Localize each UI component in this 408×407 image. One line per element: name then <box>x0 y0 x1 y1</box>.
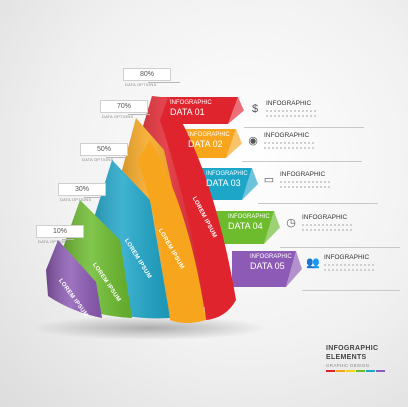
info-text-line-3-1 <box>280 181 330 183</box>
band-fold-1 <box>228 97 244 124</box>
band-heading-4: INFOGRAPHIC <box>228 214 270 220</box>
footer-swatch-1 <box>326 370 335 372</box>
info-text-line-3-2 <box>280 186 330 188</box>
band-heading-5: INFOGRAPHIC <box>250 254 292 260</box>
info-divider-5 <box>302 290 400 291</box>
info-text-line-2-2 <box>264 147 314 149</box>
band-fold-4 <box>264 211 280 244</box>
info-divider-2 <box>242 161 362 162</box>
info-text-line-1-2 <box>266 115 316 117</box>
percent-box-4: 30% <box>58 183 106 196</box>
info-title-4: INFOGRAPHIC <box>302 214 348 221</box>
globe-icon: ◉ <box>248 135 258 147</box>
info-title-2: INFOGRAPHIC <box>264 132 310 139</box>
laptop-icon: ▭ <box>263 174 275 186</box>
cone-ribbon-shade-5 <box>46 240 102 318</box>
cone-front-curl <box>160 98 236 320</box>
percent-options-5: DATA OPTIONS <box>38 239 70 244</box>
percent-box-5: 10% <box>36 225 84 238</box>
percent-options-1: DATA OPTIONS <box>125 82 157 87</box>
percent-leader-4 <box>84 197 100 198</box>
dollar-icon: $ <box>251 103 259 115</box>
percent-leader-2 <box>128 114 150 115</box>
footer-title: INFOGRAPHIC <box>326 345 379 352</box>
band-data-4: DATA 04 <box>228 221 263 231</box>
band-tab-5 <box>232 251 296 287</box>
percent-box-2: 70% <box>100 100 148 113</box>
info-text-line-5-2 <box>324 269 374 271</box>
footer-swatch-6 <box>376 370 385 372</box>
percent-leader-1 <box>148 82 180 83</box>
band-data-3: DATA 03 <box>206 178 241 188</box>
percent-options-4: DATA OPTIONS <box>60 197 92 202</box>
footer-swatch-5 <box>366 370 375 372</box>
people-icon: 👥 <box>306 257 320 269</box>
footer-swatch-2 <box>336 370 345 372</box>
percent-options-3: DATA OPTIONS <box>82 157 114 162</box>
info-divider-3 <box>258 203 378 204</box>
info-divider-1 <box>244 127 364 128</box>
band-fold-3 <box>242 168 258 200</box>
info-divider-4 <box>280 247 400 248</box>
footer-swatch-3 <box>346 370 355 372</box>
footer-caption: GRAPHIC DESIGN <box>326 363 370 368</box>
clock-icon: ◷ <box>286 217 296 229</box>
info-text-line-5-1 <box>324 264 374 266</box>
band-heading-3: INFOGRAPHIC <box>206 171 248 177</box>
info-text-line-1-1 <box>266 110 316 112</box>
footer-subtitle: ELEMENTS <box>326 354 367 361</box>
band-data-1: DATA 01 <box>170 107 205 117</box>
info-text-line-2-1 <box>264 142 314 144</box>
band-heading-2: INFOGRAPHIC <box>188 132 230 138</box>
info-text-line-4-1 <box>302 224 352 226</box>
percent-box-3: 50% <box>80 143 128 156</box>
band-heading-1: INFOGRAPHIC <box>170 100 212 106</box>
footer-swatch-4 <box>356 370 365 372</box>
info-text-line-4-2 <box>302 229 352 231</box>
percent-leader-3 <box>106 157 126 158</box>
percent-options-2: DATA OPTIONS <box>102 114 134 119</box>
band-tab-4 <box>210 211 274 244</box>
band-fold-5 <box>286 251 302 287</box>
band-fold-2 <box>226 129 242 158</box>
info-title-5: INFOGRAPHIC <box>324 254 370 261</box>
band-data-5: DATA 05 <box>250 261 285 271</box>
info-title-3: INFOGRAPHIC <box>280 171 326 178</box>
cone-shadow <box>32 316 268 340</box>
cone-front-curl-2 <box>138 140 206 323</box>
percent-leader-5 <box>62 239 74 240</box>
percent-box-1: 80% <box>123 68 171 81</box>
info-title-1: INFOGRAPHIC <box>266 100 312 107</box>
band-data-2: DATA 02 <box>188 139 223 149</box>
